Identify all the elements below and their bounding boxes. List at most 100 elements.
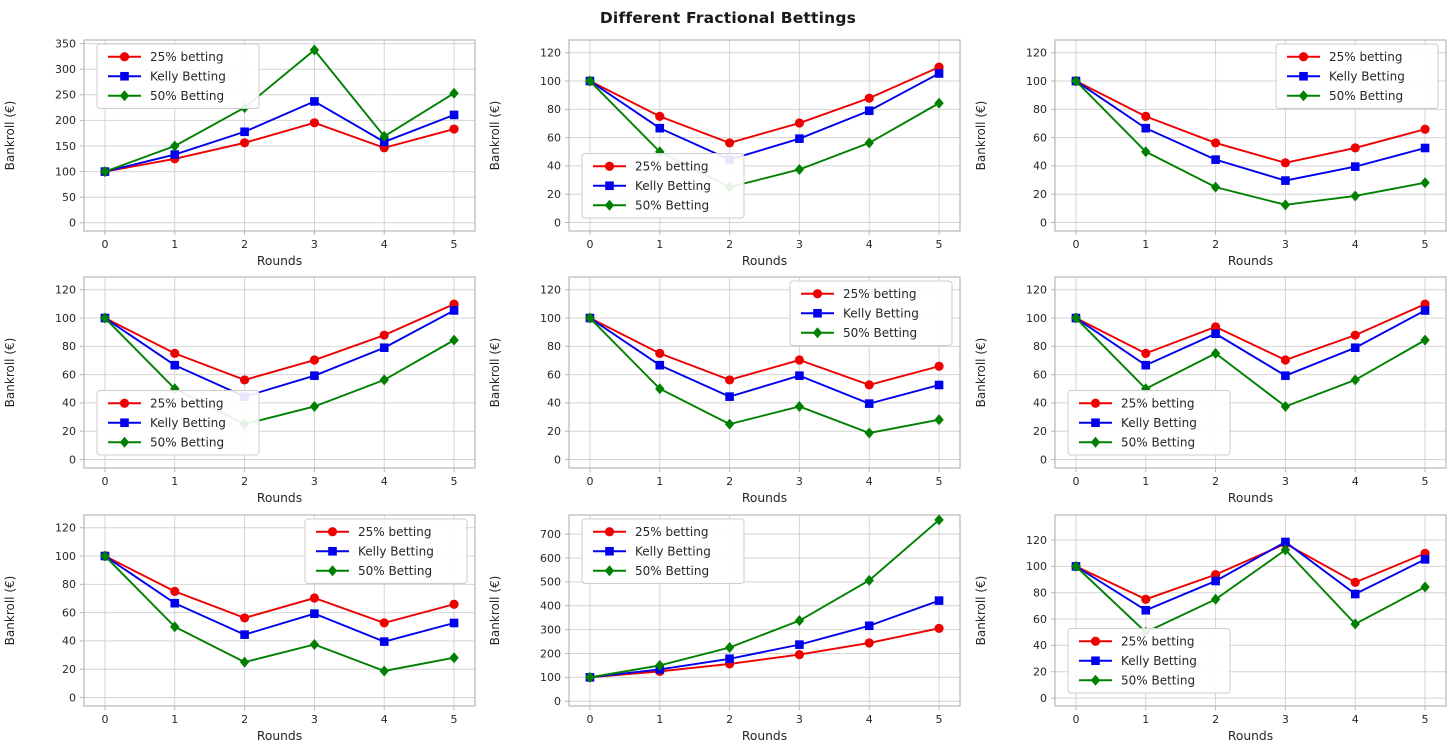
legend-item: 25% betting bbox=[801, 287, 917, 301]
subplot-bottom-right: 0 1 2 3 4 5 0 20 40 60 80 100 120 Rounds Bankroll (€) 2… bbox=[971, 509, 1456, 746]
chart-top-right: 0 1 2 3 4 5 0 20 40 60 80 100 120 Rounds Bankroll (€) 2… bbox=[974, 39, 1447, 268]
x-tick-label: 3 bbox=[796, 713, 803, 726]
legend-label: 50% Betting bbox=[1121, 673, 1195, 687]
y-axis-label: Bankroll (€) bbox=[488, 101, 502, 171]
x-tick-label: 5 bbox=[451, 713, 458, 726]
y-axis-label: Bankroll (€) bbox=[488, 575, 502, 645]
legend-item: 25% betting bbox=[316, 525, 431, 539]
legend: 25% betting Kelly Betting 50% Betting bbox=[1067, 390, 1231, 456]
y-tick-label: 700 bbox=[540, 527, 561, 540]
x-axis-label: Rounds bbox=[742, 729, 787, 743]
x-tick-label: 1 bbox=[171, 475, 178, 488]
chart-bottom-right: 0 1 2 3 4 5 0 20 40 60 80 100 120 Rounds Bankroll (€) 2… bbox=[974, 513, 1447, 743]
y-tick-label: 100 bbox=[55, 549, 76, 562]
x-axis-label: Rounds bbox=[1227, 491, 1272, 505]
x-tick-label: 3 bbox=[1282, 713, 1289, 726]
legend-item: 25% betting bbox=[1286, 50, 1402, 64]
x-tick-label: 2 bbox=[241, 475, 248, 488]
x-tick-label: 0 bbox=[587, 475, 594, 488]
legend-label: Kelly Betting bbox=[1121, 416, 1197, 430]
plot-border bbox=[1054, 39, 1447, 232]
series-1 bbox=[585, 69, 944, 164]
legend: 25% betting Kelly Betting 50% Betting bbox=[581, 518, 745, 584]
plot-border bbox=[1054, 513, 1447, 707]
series-0 bbox=[585, 623, 944, 682]
series-0 bbox=[100, 299, 459, 385]
plot-border bbox=[568, 513, 961, 707]
subplot-bottom-left: 0 1 2 3 4 5 0 20 40 60 80 100 120 Rounds Bankroll (€) 2… bbox=[0, 509, 485, 746]
x-tick-label: 1 bbox=[657, 713, 664, 726]
legend-label: 50% Betting bbox=[635, 198, 709, 212]
legend-item: Kelly Betting bbox=[316, 544, 434, 558]
subplot-middle-center: 0 1 2 3 4 5 0 20 40 60 80 100 120 Rounds Bankroll (€) 2… bbox=[485, 271, 970, 508]
legend-label: Kelly Betting bbox=[358, 544, 434, 558]
chart-middle-center: 0 1 2 3 4 5 0 20 40 60 80 100 120 Rounds Bankroll (€) 2… bbox=[488, 276, 961, 505]
y-axis-label: Bankroll (€) bbox=[3, 575, 17, 645]
series-2 bbox=[100, 44, 459, 178]
legend-item: 25% betting bbox=[108, 397, 223, 411]
legend-label: 25% betting bbox=[843, 287, 916, 301]
x-tick-label: 0 bbox=[587, 713, 594, 726]
legend: 25% betting Kelly Betting 50% Betting bbox=[304, 518, 468, 584]
x-axis: 0 1 2 3 4 5 bbox=[101, 705, 458, 726]
y-tick-label: 600 bbox=[540, 551, 561, 564]
x-axis: 0 1 2 3 4 5 bbox=[1072, 231, 1428, 251]
plot-border bbox=[83, 513, 476, 707]
series-2 bbox=[100, 312, 459, 430]
x-tick-label: 2 bbox=[1212, 238, 1219, 251]
legend-label: 50% Betting bbox=[150, 436, 224, 450]
legend-label: 25% betting bbox=[150, 50, 223, 64]
legend-item: 25% betting bbox=[593, 159, 709, 173]
y-tick-label: 0 bbox=[554, 454, 561, 467]
legend-label: Kelly Betting bbox=[150, 69, 226, 83]
y-tick-label: 100 bbox=[540, 671, 561, 684]
x-tick-label: 3 bbox=[311, 238, 318, 251]
legend-item: 50% Betting bbox=[108, 89, 224, 103]
y-tick-label: 20 bbox=[1033, 425, 1047, 438]
x-tick-label: 2 bbox=[726, 475, 733, 488]
y-tick-label: 120 bbox=[540, 284, 561, 297]
y-tick-label: 20 bbox=[547, 188, 561, 201]
legend: 25% betting Kelly Betting 50% Betting bbox=[789, 280, 953, 347]
x-tick-label: 3 bbox=[796, 475, 803, 488]
legend-label: 25% betting bbox=[635, 159, 708, 173]
series-1 bbox=[100, 306, 459, 402]
y-tick-label: 20 bbox=[62, 663, 76, 676]
y-axis-label: Bankroll (€) bbox=[974, 575, 988, 645]
x-tick-label: 2 bbox=[241, 713, 248, 726]
x-tick-label: 0 bbox=[587, 238, 594, 251]
legend: 25% betting Kelly Betting 50% Betting bbox=[581, 153, 745, 219]
legend-label: Kelly Betting bbox=[150, 416, 226, 430]
y-tick-label: 120 bbox=[55, 521, 76, 534]
x-tick-label: 2 bbox=[726, 713, 733, 726]
y-tick-label: 40 bbox=[62, 634, 76, 647]
subplot-top-left: 0 1 2 3 4 5 0 50 100 150 200 250 300 350 Rounds Bankrol… bbox=[0, 34, 485, 271]
legend-item: Kelly Betting bbox=[1286, 69, 1404, 83]
legend-label: 25% betting bbox=[1329, 50, 1402, 64]
legend-label: 25% betting bbox=[1121, 634, 1194, 648]
x-tick-label: 0 bbox=[101, 475, 108, 488]
x-tick-label: 5 bbox=[936, 713, 943, 726]
y-axis: 0 50 100 150 200 250 300 350 bbox=[55, 37, 84, 230]
legend-item: Kelly Betting bbox=[108, 416, 226, 430]
x-tick-label: 1 bbox=[1142, 475, 1149, 488]
plot-border bbox=[83, 39, 476, 232]
x-tick-label: 5 bbox=[451, 475, 458, 488]
legend-label: 50% Betting bbox=[1329, 89, 1403, 103]
legend-item: 25% betting bbox=[1078, 397, 1194, 411]
x-tick-label: 0 bbox=[101, 238, 108, 251]
legend: 25% betting Kelly Betting 50% Betting bbox=[1275, 43, 1439, 109]
y-tick-label: 20 bbox=[547, 425, 561, 438]
y-tick-label: 40 bbox=[62, 397, 76, 410]
y-tick-label: 400 bbox=[540, 599, 561, 612]
chart-middle-right: 0 1 2 3 4 5 0 20 40 60 80 100 120 Rounds Bankroll (€) 2… bbox=[974, 276, 1447, 505]
x-axis-label: Rounds bbox=[257, 729, 302, 743]
x-tick-label: 5 bbox=[451, 238, 458, 251]
y-axis-label: Bankroll (€) bbox=[488, 338, 502, 408]
y-tick-label: 20 bbox=[1033, 188, 1047, 201]
y-axis: 0 20 40 60 80 100 120 bbox=[1026, 47, 1055, 229]
x-tick-label: 3 bbox=[311, 475, 318, 488]
legend-label: Kelly Betting bbox=[635, 179, 711, 193]
y-axis-label: Bankroll (€) bbox=[3, 101, 17, 171]
charts-grid: 0 1 2 3 4 5 0 50 100 150 200 250 300 350 Rounds Bankrol… bbox=[0, 34, 1456, 746]
